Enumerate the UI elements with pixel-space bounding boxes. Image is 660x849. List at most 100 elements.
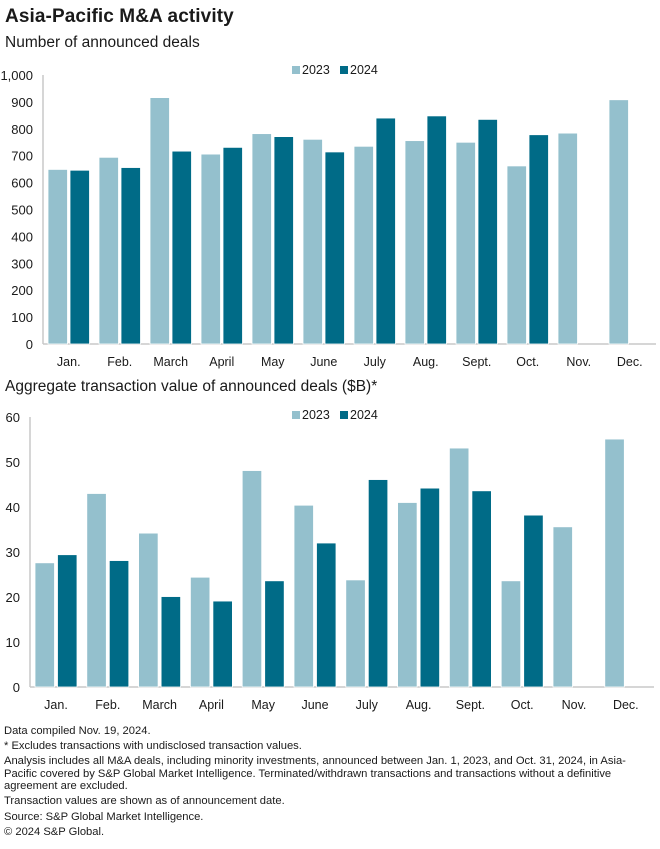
bar-2023-oct	[500, 580, 522, 688]
legend-swatch-2023	[292, 411, 300, 419]
bar-2024-aug	[419, 487, 441, 688]
y-tick-label: 100	[11, 310, 33, 325]
note-values: Transaction values are shown as of annou…	[4, 795, 285, 808]
note-analysis: Analysis includes all M&A deals, includi…	[4, 755, 626, 793]
x-tick-label: Feb.	[95, 698, 120, 712]
x-tick-label: April	[209, 355, 234, 369]
bar-2024-june	[324, 151, 345, 345]
bar-2024-may	[273, 136, 294, 345]
bar-2024-aug	[426, 115, 447, 345]
bar-2023-march	[138, 532, 159, 688]
y-tick-label: 800	[11, 122, 33, 137]
y-tick-label: 600	[11, 176, 33, 191]
bar-2023-april	[189, 576, 211, 688]
bar-2023-aug	[397, 502, 418, 688]
y-tick-label: 20	[6, 590, 20, 605]
bar-2023-feb	[86, 493, 107, 688]
x-tick-label: May	[251, 698, 275, 712]
chart-1-title: Number of announced deals	[5, 34, 200, 51]
bar-2023-june	[302, 138, 323, 345]
note-exclusion: * Excludes transactions with undisclosed…	[4, 740, 302, 753]
x-tick-label: June	[310, 355, 337, 369]
bar-2024-sept	[471, 490, 492, 688]
bar-2023-nov	[552, 526, 573, 688]
x-tick-label: July	[364, 355, 387, 369]
bar-2024-feb	[120, 167, 141, 345]
deal-value-chart: 0 10 20 30 40 50 60 Jan. Feb. March April May June Ju…	[6, 408, 654, 712]
note-copyright: © 2024 S&P Global.	[4, 825, 105, 838]
x-tick-label: Jan.	[44, 698, 68, 712]
bar-2023-june	[293, 504, 314, 688]
bar-2023-may	[241, 470, 263, 688]
bar-2023-jan	[47, 169, 68, 345]
bar-2024-july	[367, 479, 389, 688]
deal-count-chart: 0 100 200 300 400 500 600 700 800 900 1,000 Jan. Feb…	[0, 63, 656, 369]
bar-2024-oct	[528, 134, 549, 345]
bar-2024-oct	[523, 514, 544, 688]
x-tick-label: Dec.	[613, 698, 639, 712]
x-tick-label: Sept.	[462, 355, 491, 369]
legend-label-2023: 2023	[302, 408, 330, 422]
bar-2024-april	[222, 146, 243, 345]
bar-2023-july	[345, 579, 366, 688]
x-tick-label: Feb.	[107, 355, 132, 369]
bar-2023-dec	[604, 438, 625, 688]
x-tick-label: March	[142, 698, 177, 712]
y-tick-label: 900	[11, 95, 33, 110]
bar-2024-june	[316, 542, 337, 688]
bar-2024-jan	[69, 169, 90, 345]
bar-2023-may	[251, 133, 272, 345]
y-tick-label: 60	[6, 410, 20, 425]
y-tick-label: 0	[13, 680, 20, 695]
x-tick-label: Sept.	[456, 698, 485, 712]
x-tick-label: June	[301, 698, 328, 712]
note-source: Source: S&P Global Market Intelligence.	[4, 810, 204, 823]
y-tick-label: 10	[6, 635, 20, 650]
x-tick-label: Aug.	[413, 355, 439, 369]
bar-2023-oct	[506, 165, 527, 345]
x-tick-label: Oct.	[516, 355, 539, 369]
legend-swatch-2024	[340, 66, 348, 74]
bar-2023-jan	[34, 562, 55, 688]
x-tick-label: Nov.	[566, 355, 591, 369]
footnotes: Data compiled Nov. 19, 2024. * Excludes …	[4, 725, 654, 841]
bar-2023-feb	[98, 156, 119, 345]
y-tick-label: 40	[6, 500, 20, 515]
y-tick-label: 400	[11, 229, 33, 244]
x-tick-label: May	[261, 355, 285, 369]
bar-2023-march	[149, 97, 170, 345]
bar-2024-feb	[108, 560, 130, 688]
bar-2024-april	[212, 600, 233, 688]
x-tick-label: Jan.	[57, 355, 81, 369]
legend-label-2023: 2023	[302, 63, 330, 77]
legend-swatch-2023	[292, 66, 300, 74]
y-tick-label: 500	[11, 203, 33, 218]
note-compiled: Data compiled Nov. 19, 2024.	[4, 725, 151, 737]
bar-2024-jan	[57, 554, 78, 688]
bar-2023-sept	[455, 141, 476, 345]
x-tick-label: July	[356, 698, 379, 712]
page-title: Asia-Pacific M&A activity	[5, 6, 234, 27]
y-tick-label: 300	[11, 256, 33, 271]
bar-2023-aug	[404, 140, 425, 345]
x-tick-label: March	[153, 355, 188, 369]
legend-label-2024: 2024	[350, 63, 378, 77]
bar-2024-march	[160, 596, 182, 688]
y-tick-label: 700	[11, 149, 33, 164]
x-tick-label: Nov.	[562, 698, 587, 712]
x-tick-label: Aug.	[406, 698, 432, 712]
chart-2-title: Aggregate transaction value of announced…	[5, 378, 378, 395]
y-tick-label: 200	[11, 283, 33, 298]
bar-2023-july	[353, 145, 374, 345]
legend-label-2024: 2024	[350, 408, 378, 422]
bar-2023-nov	[557, 132, 578, 345]
y-tick-label: 50	[6, 455, 20, 470]
x-tick-label: April	[199, 698, 224, 712]
x-tick-label: Oct.	[511, 698, 534, 712]
bar-2024-march	[171, 150, 192, 345]
y-tick-label: 30	[6, 545, 20, 560]
bar-2023-april	[200, 153, 221, 345]
bar-2023-dec	[608, 99, 629, 345]
x-tick-label: Dec.	[617, 355, 643, 369]
y-tick-label: 1,000	[0, 68, 33, 83]
